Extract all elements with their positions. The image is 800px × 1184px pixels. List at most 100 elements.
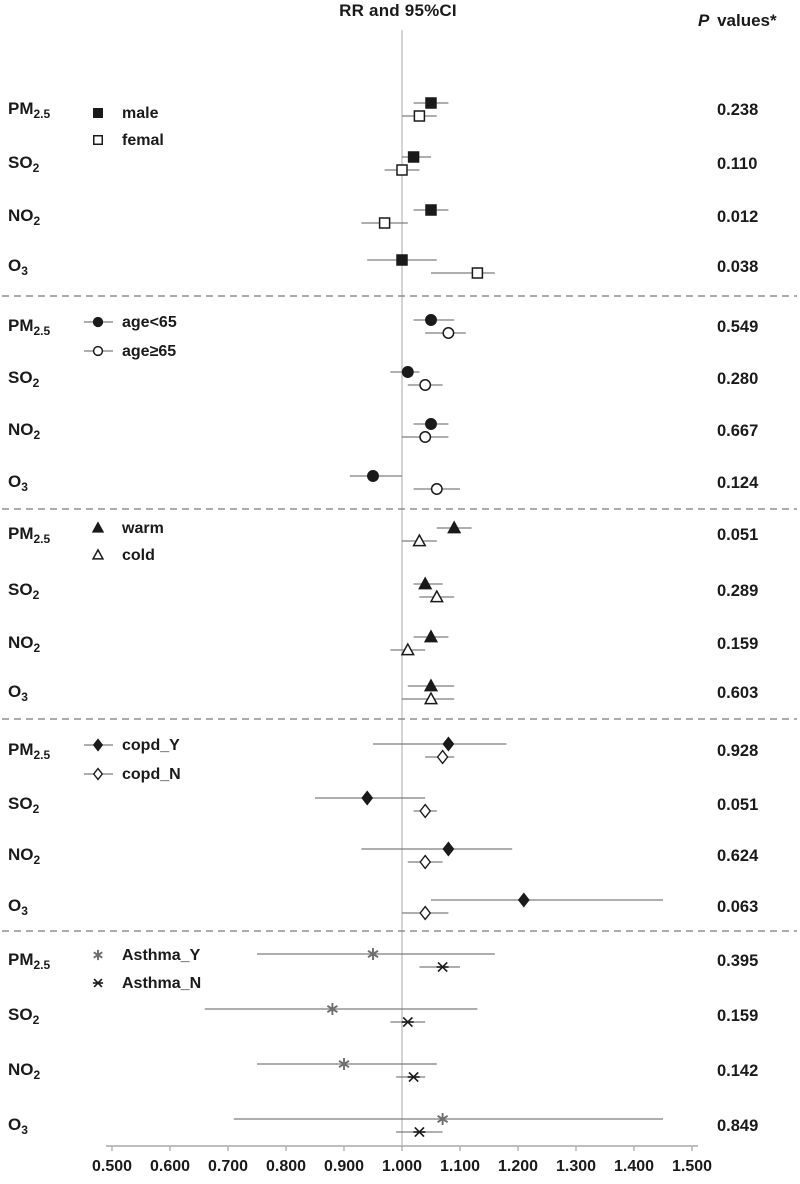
p-value: 0.159 [717,1007,758,1025]
pollutant-base: SO [8,153,33,172]
p-value: 0.603 [717,684,758,702]
marker-square [471,267,484,279]
marker-triangle [418,576,433,590]
pollutant-base: O [8,1115,21,1134]
pollutant-label: SO2 [8,368,40,390]
x-axis-tick-label: 0.900 [324,1158,364,1175]
pollutant-base: NO [8,845,34,864]
x-axis-tick-label: 1.300 [556,1158,596,1175]
pollutant-label: SO2 [8,794,40,816]
pollutant-base: O [8,682,21,701]
pollutant-subscript: 3 [21,690,28,704]
pollutant-base: PM [8,524,34,543]
p-value: 0.110 [717,155,757,173]
pollutant-base: SO [8,368,33,387]
pollutant-base: NO [8,206,34,225]
marker-triangle [91,521,105,533]
p-value: 0.038 [717,258,758,276]
pollutant-subscript: 2.5 [34,532,51,546]
legend-label: Asthma_N [122,975,201,992]
x-axis-tick-label: 1.500 [672,1158,712,1175]
marker-circle [425,418,437,430]
marker-square [93,108,103,118]
p-value: 0.849 [717,1117,758,1135]
marker-square [396,254,408,266]
marker-circle [92,345,104,357]
marker-asterisk-stroke [338,1059,350,1069]
marker-triangle [423,629,439,643]
marker-diamond [436,749,449,765]
marker-square [378,217,391,229]
marker-xcross-stroke [414,1126,425,1138]
p-value: 0.549 [717,318,758,336]
marker-diamond [361,790,374,806]
pollutant-subscript: 2.5 [34,324,51,338]
pollutant-base: SO [8,580,33,599]
marker-square [413,110,426,122]
pollutant-subscript: 2 [33,802,40,816]
x-axis-tick-label: 0.600 [150,1158,190,1175]
pollutant-base: SO [8,1005,33,1024]
pollutant-base: SO [8,794,33,813]
marker-triangle [429,589,444,603]
marker-circle [419,431,432,443]
p-value: 0.280 [717,370,758,388]
pollutant-label: PM2.5 [8,99,51,121]
marker-circle [401,366,414,378]
p-value: 0.063 [717,898,758,916]
pollutant-label: NO2 [8,845,41,867]
marker-triangle [400,642,415,656]
marker-diamond [419,905,432,921]
p-value: 0.142 [717,1062,758,1080]
x-axis-tick-label: 1.100 [440,1158,480,1175]
pollutant-subscript: 2 [34,641,41,655]
marker-circle [367,470,379,482]
pollutant-base: PM [8,740,34,759]
pollutant-label: SO2 [8,580,40,602]
p-value: 0.051 [717,796,758,814]
pollutant-subscript: 2 [33,161,40,175]
marker-diamond [419,854,432,870]
pollutant-label: PM2.5 [8,950,51,972]
marker-xcross-stroke [437,961,448,973]
marker-triangle [447,520,462,534]
marker-asterisk-stroke [437,1114,449,1124]
marker-diamond [442,736,455,752]
marker-xcross-stroke [402,1016,413,1028]
marker-asterisk-stroke [93,951,103,959]
pollutant-label: O3 [8,256,28,278]
marker-diamond [92,738,104,752]
legend-label: femal [122,132,164,149]
marker-triangle [412,533,427,547]
pollutant-base: PM [8,99,34,118]
pollutant-label: SO2 [8,1005,40,1027]
pollutant-base: O [8,472,21,491]
legend-label: copd_Y [122,737,180,754]
marker-asterisk-stroke [326,1004,338,1014]
p-value: 0.159 [717,635,758,653]
pollutant-subscript: 2.5 [34,107,51,121]
pollutant-subscript: 2 [33,588,40,602]
pollutant-label: NO2 [8,420,41,442]
p-value: 0.051 [717,526,758,544]
pollutant-subscript: 2 [33,376,40,390]
marker-triangle [91,548,105,560]
legend-label: age<65 [122,314,177,331]
marker-circle [92,316,104,328]
pollutant-base: O [8,896,21,915]
pollutant-subscript: 2 [33,1013,40,1027]
p-value: 0.124 [717,474,759,492]
pollutant-base: PM [8,950,34,969]
marker-asterisk-stroke [367,949,379,959]
marker-circle [425,314,437,326]
marker-square [425,204,437,216]
x-axis-tick-label: 0.800 [266,1158,306,1175]
legend-label: age≥65 [122,343,176,360]
legend-label: copd_N [122,766,181,783]
marker-circle [430,483,443,495]
chart-title: RR and 95%CI [339,1,457,20]
pollutant-subscript: 3 [21,264,28,278]
pollutant-subscript: 2 [34,214,41,228]
pollutant-subscript: 3 [21,904,28,918]
